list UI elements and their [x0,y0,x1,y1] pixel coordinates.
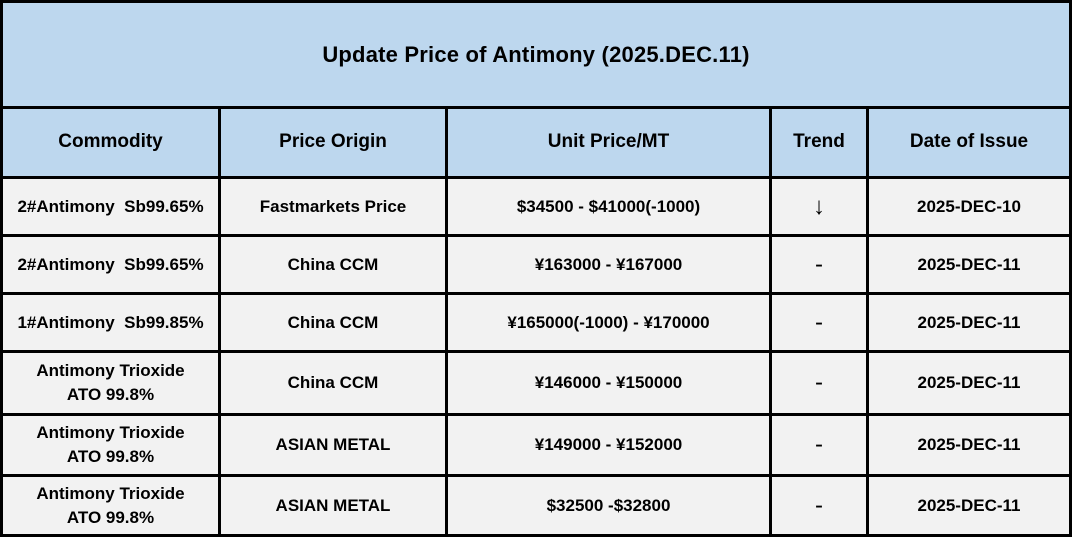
title-band: Update Price of Antimony (2025.DEC.11) [3,3,1069,109]
column-header-price-origin: Price Origin [221,109,448,176]
trend-flat-indicator: - [772,477,869,534]
unit-price-cell: ¥149000 - ¥152000 [448,416,772,474]
column-header-unit-price: Unit Price/MT [448,109,772,176]
price-origin-cell: China CCM [221,295,448,350]
table-header-row: Commodity Price Origin Unit Price/MT Tre… [3,109,1069,179]
commodity-cell: Antimony Trioxide ATO 99.8% [3,416,221,474]
date-of-issue-cell: 2025-DEC-11 [917,435,1021,455]
table-row: 2#Antimony Sb99.65% Fastmarkets Price $3… [3,179,1069,237]
column-header-trend: Trend [772,109,869,176]
unit-price-cell: ¥165000(-1000) - ¥170000 [448,295,772,350]
commodity-cell: Antimony Trioxide ATO 99.8% [3,477,221,534]
column-header-date-of-issue: Date of Issue [909,131,1029,153]
trend-flat-indicator: - [772,295,869,350]
date-of-issue-cell: 2025-DEC-10 [917,196,1021,216]
price-origin-cell: Fastmarkets Price [221,179,448,234]
price-origin-cell: ASIAN METAL [221,477,448,534]
commodity-cell: Antimony Trioxide ATO 99.8% [3,353,221,413]
date-of-issue-cell: 2025-DEC-11 [917,312,1021,332]
commodity-cell: 1#Antimony Sb99.85% [3,295,221,350]
unit-price-cell: $34500 - $41000(-1000) [448,179,772,234]
unit-price-cell: $32500 -$32800 [448,477,772,534]
price-origin-cell: ASIAN METAL [221,416,448,474]
unit-price-cell: ¥146000 - ¥150000 [448,353,772,413]
price-origin-cell: China CCM [221,353,448,413]
column-header-commodity: Commodity [3,109,221,176]
date-of-issue-cell: 2025-DEC-11 [917,254,1021,274]
table-row: Antimony Trioxide ATO 99.8% China CCM ¥1… [3,353,1069,416]
trend-flat-indicator: - [772,416,869,474]
table-row: 1#Antimony Sb99.85% China CCM ¥165000(-1… [3,295,1069,353]
table-row: Antimony Trioxide ATO 99.8% ASIAN METAL … [3,477,1069,534]
unit-price-cell: ¥163000 - ¥167000 [448,237,772,292]
trend-down-icon: ↓ [772,179,869,234]
trend-flat-indicator: - [772,237,869,292]
trend-flat-indicator: - [772,353,869,413]
table-row: 2#Antimony Sb99.65% China CCM ¥163000 - … [3,237,1069,295]
page-title: Update Price of Antimony (2025.DEC.11) [322,41,750,67]
commodity-cell: 2#Antimony Sb99.65% [3,237,221,292]
table-row: Antimony Trioxide ATO 99.8% ASIAN METAL … [3,416,1069,477]
date-of-issue-cell: 2025-DEC-11 [917,495,1021,515]
date-of-issue-cell: 2025-DEC-11 [917,373,1021,393]
commodity-cell: 2#Antimony Sb99.65% [3,179,221,234]
price-origin-cell: China CCM [221,237,448,292]
